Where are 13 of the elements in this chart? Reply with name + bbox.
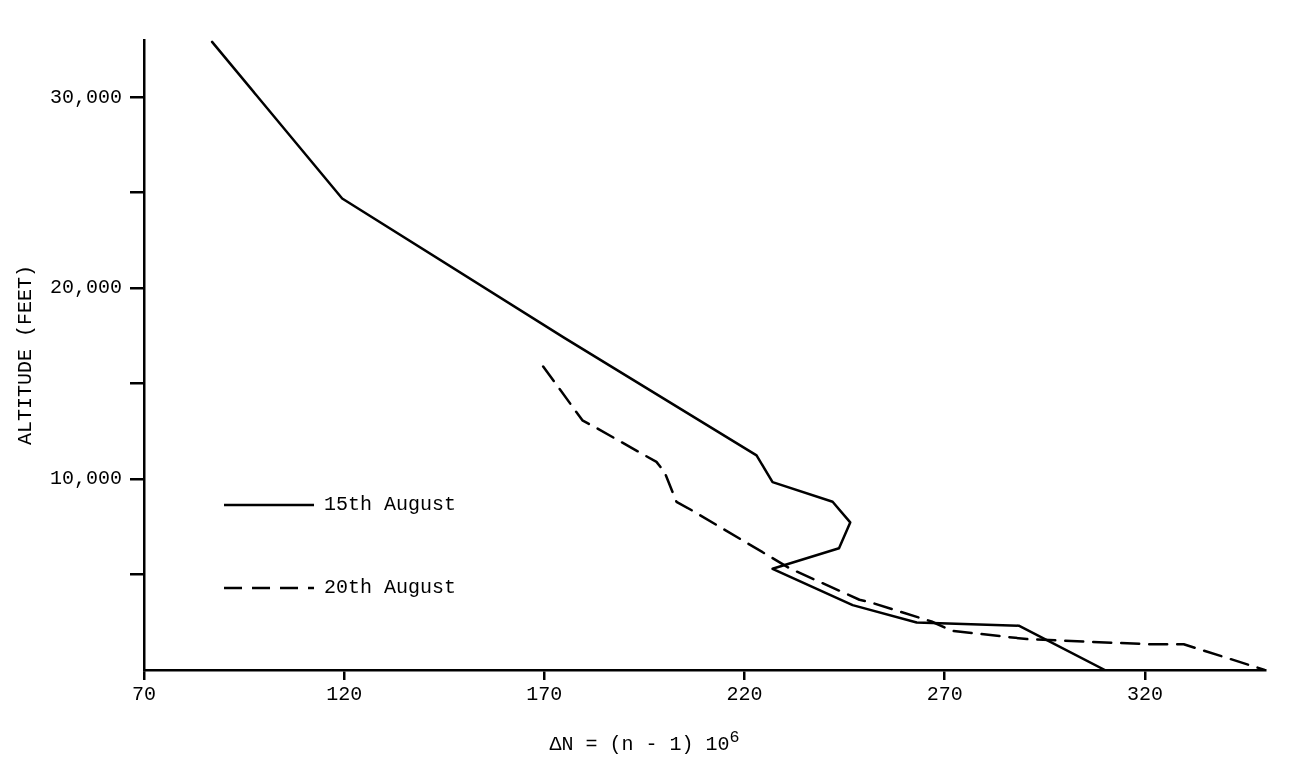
y-tick-label: 10,000 bbox=[50, 467, 123, 491]
x-tick-label: 120 bbox=[326, 683, 363, 707]
y-tick-label: 30,000 bbox=[50, 85, 123, 109]
x-tick-label: 170 bbox=[526, 683, 563, 707]
y-axis-title: ALTITUDE (FEET) bbox=[14, 264, 38, 446]
x-axis-title: ΔN = (n - 1) 10$^{6}$ bbox=[548, 728, 741, 756]
x-tick-label: 220 bbox=[726, 683, 763, 707]
x-tick-label: 320 bbox=[1126, 683, 1163, 707]
legend-label: 15th August bbox=[324, 493, 457, 517]
legend-label: 20th August bbox=[324, 576, 457, 600]
x-tick-label: 270 bbox=[926, 683, 963, 707]
x-tick-label: 70 bbox=[132, 683, 157, 707]
y-tick-label: 20,000 bbox=[50, 276, 123, 300]
